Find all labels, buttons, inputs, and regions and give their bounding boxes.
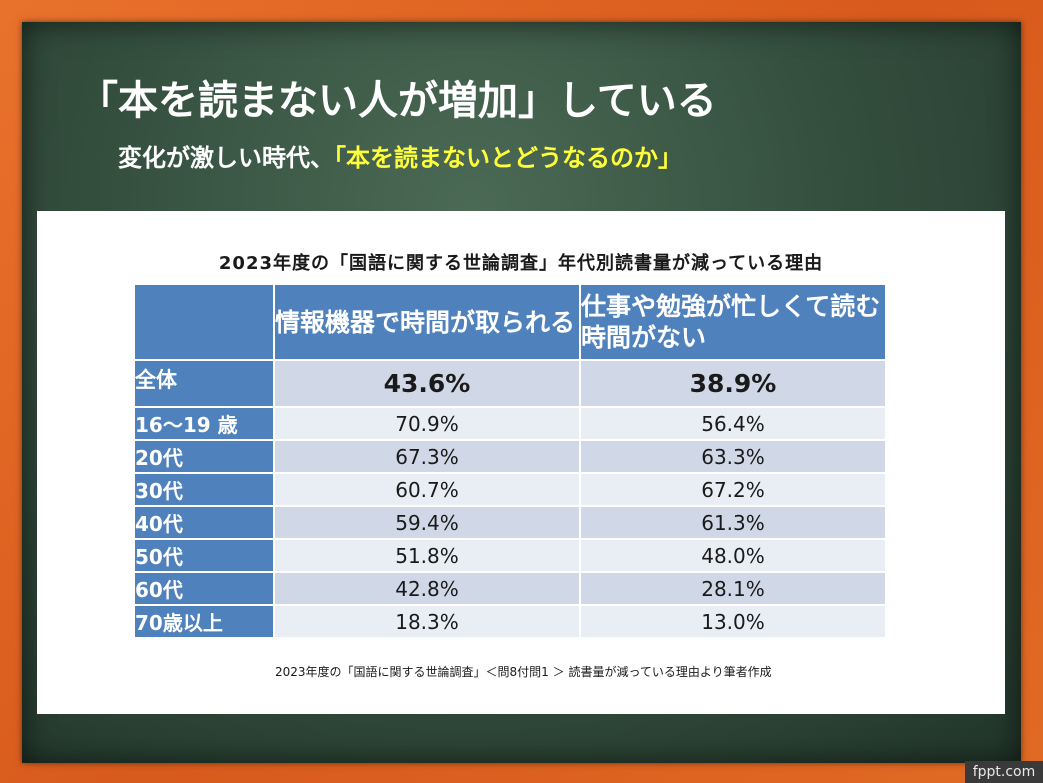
subtitle-prefix: 変化が激しい時代、	[118, 144, 334, 172]
table-row: 20代 67.3% 63.3%	[133, 439, 887, 474]
table-cell: 42.8%	[273, 571, 581, 606]
row-label: 60代	[133, 571, 275, 606]
row-label: 20代	[133, 439, 275, 474]
row-label: 50代	[133, 538, 275, 573]
table-row: 40代 59.4% 61.3%	[133, 505, 887, 540]
table-panel: 2023年度の「国語に関する世論調査」年代別読書量が減っている理由 情報機器で時…	[37, 211, 1005, 714]
table-title: 2023年度の「国語に関する世論調査」年代別読書量が減っている理由	[218, 253, 824, 274]
row-label: 70歳以上	[133, 604, 275, 639]
header-cell-blank	[133, 283, 275, 361]
table-cell: 70.9%	[273, 406, 581, 441]
table-cell: 38.9%	[579, 359, 887, 408]
row-label: 30代	[133, 472, 275, 507]
row-label: 16～19 歳	[133, 406, 275, 441]
table-cell: 56.4%	[579, 406, 887, 441]
row-label: 40代	[133, 505, 275, 540]
table-row: 70歳以上 18.3% 13.0%	[133, 604, 887, 639]
table-cell: 48.0%	[579, 538, 887, 573]
table-cell: 43.6%	[273, 359, 581, 408]
table-cell: 61.3%	[579, 505, 887, 540]
table-header-row: 情報機器で時間が取られる 仕事や勉強が忙しくて読む時間がない	[133, 283, 887, 361]
table-cell: 13.0%	[579, 604, 887, 639]
table-row: 16～19 歳 70.9% 56.4%	[133, 406, 887, 441]
table-cell: 67.2%	[579, 472, 887, 507]
table-row: 30代 60.7% 67.2%	[133, 472, 887, 507]
header-cell-info-devices: 情報機器で時間が取られる	[273, 283, 581, 361]
table-row: 60代 42.8% 28.1%	[133, 571, 887, 606]
survey-table: 情報機器で時間が取られる 仕事や勉強が忙しくて読む時間がない 全体 43.6% …	[133, 283, 887, 639]
row-label: 全体	[133, 359, 275, 408]
watermark-logo: fppt.com	[965, 761, 1043, 783]
table-cell: 60.7%	[273, 472, 581, 507]
table-cell: 18.3%	[273, 604, 581, 639]
slide-title: 「本を読まない人が増加」している	[78, 78, 717, 124]
source-note: 2023年度の「国語に関する世論調査」＜問8付問1 ＞ 読書量が減っている理由よ…	[275, 665, 772, 679]
table-cell: 28.1%	[579, 571, 887, 606]
header-cell-busy: 仕事や勉強が忙しくて読む時間がない	[579, 283, 887, 361]
slide-subtitle: 変化が激しい時代、「本を読まないとどうなるのか」	[118, 138, 682, 173]
subtitle-highlight: 「本を読まないとどうなるのか」	[334, 144, 682, 172]
table-cell: 59.4%	[273, 505, 581, 540]
table-cell: 67.3%	[273, 439, 581, 474]
table-cell: 51.8%	[273, 538, 581, 573]
table-row-total: 全体 43.6% 38.9%	[133, 359, 887, 408]
table-row: 50代 51.8% 48.0%	[133, 538, 887, 573]
table-cell: 63.3%	[579, 439, 887, 474]
